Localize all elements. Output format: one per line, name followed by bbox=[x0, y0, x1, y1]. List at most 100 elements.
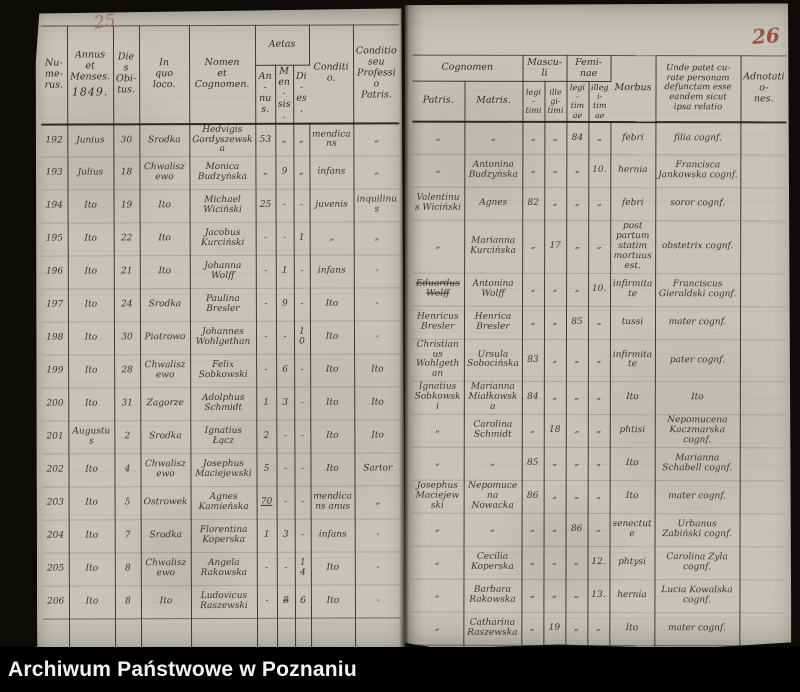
cell-unde: Lucia Kowalska cognf. bbox=[654, 580, 739, 613]
register-table-right: Cognomen Mascu- li Femi- nae Morbus Unde… bbox=[411, 55, 786, 677]
col-header-masculi-group: Mascu- li bbox=[523, 55, 567, 81]
table-row: „ Antonina Budzyńska „ „ „ 10. hernia Francisca… bbox=[412, 154, 786, 188]
cell-month: Ito bbox=[68, 322, 114, 355]
table-row: 202 Ito 4 Chwaliszewo Josephus Maciejewski 5-… bbox=[42, 453, 400, 487]
table-row: „ Marianna Kurcińska „ 17 „ „ post partum stat… bbox=[412, 220, 786, 273]
cell-adn bbox=[740, 382, 786, 415]
cell-an: 5 bbox=[256, 454, 276, 487]
cell-month: Ito bbox=[68, 355, 114, 388]
col-header-unde-patet: Unde patet cu- rate personam defunctam e… bbox=[655, 56, 740, 122]
cell-day: 4 bbox=[114, 454, 140, 487]
scan-page-left: Nu- me- rus. Annus et Menses. 1849. Dies … bbox=[35, 8, 405, 655]
cell-patris: „ bbox=[411, 579, 463, 612]
cell-ml: „ bbox=[522, 273, 544, 306]
cell-day: 22 bbox=[114, 223, 140, 256]
col-header-annus-menses: Annus et Menses. 1849. bbox=[67, 26, 113, 124]
cell-mi: „ bbox=[544, 122, 566, 155]
cell-morbus: infirmitate bbox=[610, 339, 655, 382]
cell-month: Ito bbox=[68, 256, 114, 289]
cell-unde: mater cognf. bbox=[655, 481, 740, 514]
cell-name: Florentina Koperska bbox=[191, 520, 257, 553]
cell-condp: Ito bbox=[354, 387, 400, 420]
cell-place: Srodka bbox=[139, 124, 189, 157]
cell-men: - bbox=[277, 487, 295, 520]
col-header-nomen-cognomen: Nomen et Cognomen. bbox=[189, 25, 255, 123]
cell-fi: „ bbox=[588, 122, 610, 155]
cell-matris: Ursula Sobocińska bbox=[464, 339, 522, 382]
col-header-aetas-annus: An- nus. bbox=[255, 65, 275, 123]
cell-condp: „ bbox=[354, 222, 400, 255]
table-row: „ „ 85 „ „ „ Ito Marianna Schabell cognf. bbox=[412, 447, 786, 481]
cell-ml: 82 bbox=[522, 188, 544, 221]
annus-label: Annus et Menses. bbox=[70, 49, 111, 83]
cell-ml: 83 bbox=[522, 339, 544, 382]
cell-cond: juvenis bbox=[310, 189, 354, 222]
cell-fl: 84 bbox=[566, 122, 588, 155]
cell-adn bbox=[740, 307, 786, 340]
cell-day: 7 bbox=[115, 520, 141, 553]
cell-empty bbox=[277, 619, 295, 650]
cell-place: Chwaliszewo bbox=[139, 157, 189, 190]
cell-name: Adolphus Schmidt bbox=[190, 388, 256, 421]
cell-condp: Ito bbox=[354, 420, 400, 453]
archive-bar: Archiwum Państwowe w Poznaniu bbox=[0, 647, 800, 692]
table-filler-row bbox=[43, 618, 401, 650]
col-header-masc-legitimi: legi- timi bbox=[522, 81, 544, 121]
cell-unde: pater cognf. bbox=[655, 339, 740, 382]
cell-name: Hedvigis Gordyszewska bbox=[189, 123, 255, 156]
cell-month: Ito bbox=[69, 586, 115, 619]
cell-morbus: Ito bbox=[610, 382, 655, 415]
cell-empty bbox=[115, 619, 141, 650]
cell-adn bbox=[740, 274, 786, 307]
cell-matris: Marianna Miałkowska bbox=[464, 381, 522, 414]
table-row: „ „ „ „ 84 „ febri filia cognf. bbox=[412, 121, 786, 155]
col-header-masc-illegitimi: illegi- timi bbox=[544, 81, 566, 121]
cell-adn bbox=[740, 514, 786, 547]
cell-fl: „ bbox=[566, 448, 588, 481]
cell-cond: Ito bbox=[310, 387, 354, 420]
table-row: 197 Ito 24 Srodka Paulina Bresler -9- Ito - bbox=[42, 288, 400, 322]
cell-ml: 84 bbox=[522, 382, 544, 415]
cell-mi: „ bbox=[544, 273, 566, 306]
cell-matris: „ bbox=[464, 447, 522, 480]
table-row: 205 Ito 8 Chwaliszewo Angela Rakowska - -14 Ito… bbox=[43, 552, 401, 586]
cell-num: 201 bbox=[42, 421, 68, 454]
cell-day: 31 bbox=[114, 388, 140, 421]
cell-matris: Barbara Rakowska bbox=[463, 579, 521, 612]
cell-num: 194 bbox=[42, 190, 68, 223]
cell-condp: - bbox=[354, 288, 400, 321]
table-row: 194 Ito 19 Ito Michael Wiciński 25- - juvenis in… bbox=[42, 189, 400, 223]
cell-month: Ito bbox=[69, 553, 115, 586]
cell-condp: Sartor bbox=[354, 453, 400, 486]
cell-place: Chwaliszewo bbox=[140, 454, 190, 487]
col-header-cognomen-group: Cognomen bbox=[413, 55, 523, 81]
cell-patris: „ bbox=[412, 414, 464, 447]
cell-morbus: senectute bbox=[610, 514, 655, 547]
cell-unde: Nepomucena Kaczmarska cognf. bbox=[655, 415, 740, 448]
cell-cond: Ito bbox=[310, 288, 354, 321]
cell-unde: soror cognf. bbox=[655, 188, 740, 221]
cell-unde: Carolina Zyla cognf. bbox=[655, 547, 740, 580]
cell-cond: Ito bbox=[310, 354, 354, 387]
scan-page-right: Cognomen Mascu- li Femi- nae Morbus Unde… bbox=[403, 3, 792, 652]
cell-month: Ito bbox=[68, 388, 114, 421]
cell-mi: „ bbox=[544, 306, 566, 339]
cell-matris: Antonina Wolff bbox=[464, 273, 522, 306]
cell-mi: „ bbox=[544, 382, 566, 415]
cell-di: - bbox=[294, 453, 310, 486]
cell-men: 1 bbox=[276, 256, 294, 289]
col-header-adnotationes: Adnotatio- nes. bbox=[740, 56, 786, 122]
cell-morbus: febri bbox=[610, 122, 655, 155]
cell-fi: „ bbox=[588, 221, 610, 273]
cell-ml: 86 bbox=[522, 481, 544, 514]
table-row: Eduardus Wolff Antonina Wolff „ „ „ 10. infirm… bbox=[412, 273, 786, 307]
cell-name: Angela Rakowska bbox=[191, 553, 257, 586]
col-header-aetas-dies: Di- es. bbox=[296, 71, 307, 115]
cell-fi: „ bbox=[588, 306, 610, 339]
table-row: 203 Ito 5 Ostrowek Agnes Kamieńska 70- - mendic… bbox=[43, 486, 401, 520]
table-row: 195 Ito 22 Ito Jacobus Kurciński - -1 „ „ bbox=[42, 222, 400, 256]
cell-di: - bbox=[295, 519, 311, 552]
cell-men: 3 bbox=[277, 520, 295, 553]
cell-unde: Franciscus Gieraldski cognf. bbox=[655, 273, 740, 306]
